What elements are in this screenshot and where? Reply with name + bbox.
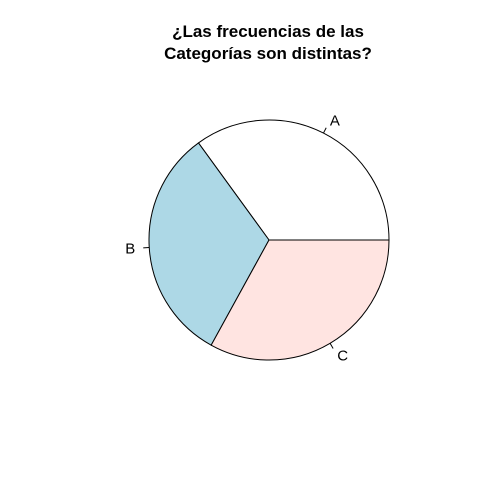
chart-title-line-1: ¿Las frecuencias de las [172,22,364,41]
pie-slices [148,119,390,361]
chart-title-line-2: Categorías son distintas? [164,44,372,63]
pie-label-c: C [337,347,348,364]
pie-label-tick-c [329,343,334,349]
pie-label-tick-a [323,127,327,134]
pie-label-b: B [125,240,135,257]
pie-slice-b [148,142,270,346]
pie-labels: A B C [125,113,348,365]
pie-slice-a [197,119,390,241]
pie-label-a: A [330,113,340,130]
